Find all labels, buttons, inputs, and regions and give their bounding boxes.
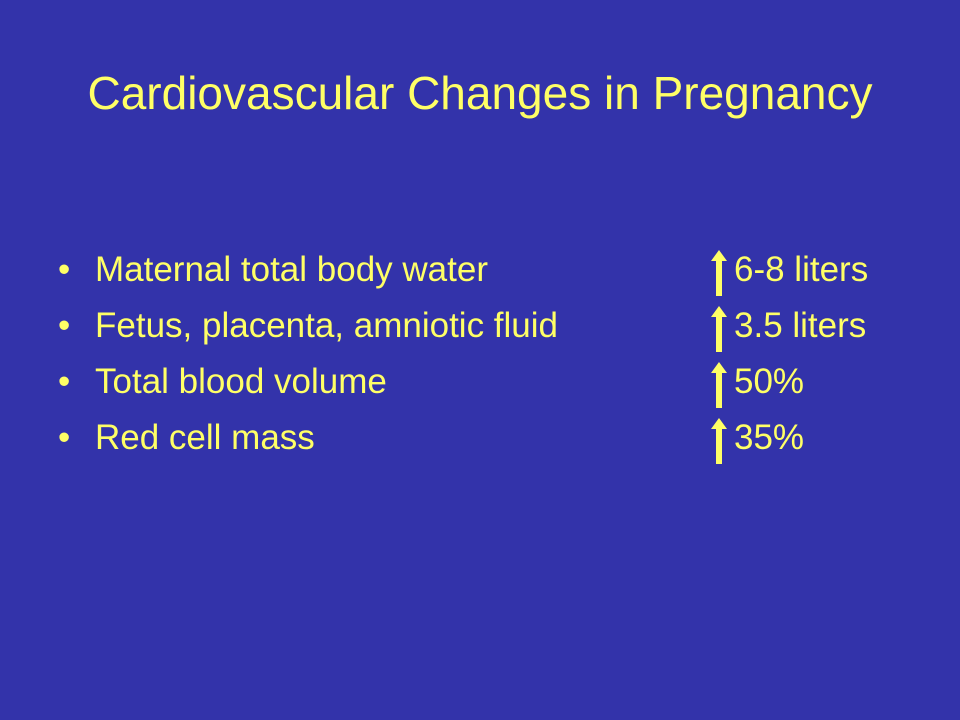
bullet-label: Maternal total body water xyxy=(95,250,488,289)
bullet-list: • Maternal total body water 6-8 liters •… xyxy=(58,242,938,466)
bullet-dot: • xyxy=(58,306,71,345)
bullet-label: Fetus, placenta, amniotic fluid xyxy=(95,306,559,345)
bullet-dot: • xyxy=(58,250,71,289)
bullet-item-maternal-body-water: • Maternal total body water 6-8 liters xyxy=(58,242,938,298)
bullet-item-red-cell-mass: • Red cell mass 35% xyxy=(58,410,938,466)
bullet-label: Total blood volume xyxy=(95,362,387,401)
slide-title: Cardiovascular Changes in Pregnancy xyxy=(87,67,873,119)
up-arrow-icon xyxy=(711,362,727,408)
bullet-dot: • xyxy=(58,362,71,401)
bullet-item-total-blood-volume: • Total blood volume 50% xyxy=(58,354,938,410)
bullet-value: 35% xyxy=(734,418,805,457)
bullet-value: 6-8 liters xyxy=(734,250,869,289)
up-arrow-icon xyxy=(711,250,727,296)
bullet-item-fetus-placenta-fluid: • Fetus, placenta, amniotic fluid 3.5 li… xyxy=(58,298,938,354)
up-arrow-icon xyxy=(711,306,727,352)
bullet-value: 3.5 liters xyxy=(734,306,867,345)
bullet-label: Red cell mass xyxy=(95,418,315,457)
up-arrow-icon xyxy=(711,418,727,464)
bullet-dot: • xyxy=(58,418,71,457)
bullet-value: 50% xyxy=(734,362,805,401)
